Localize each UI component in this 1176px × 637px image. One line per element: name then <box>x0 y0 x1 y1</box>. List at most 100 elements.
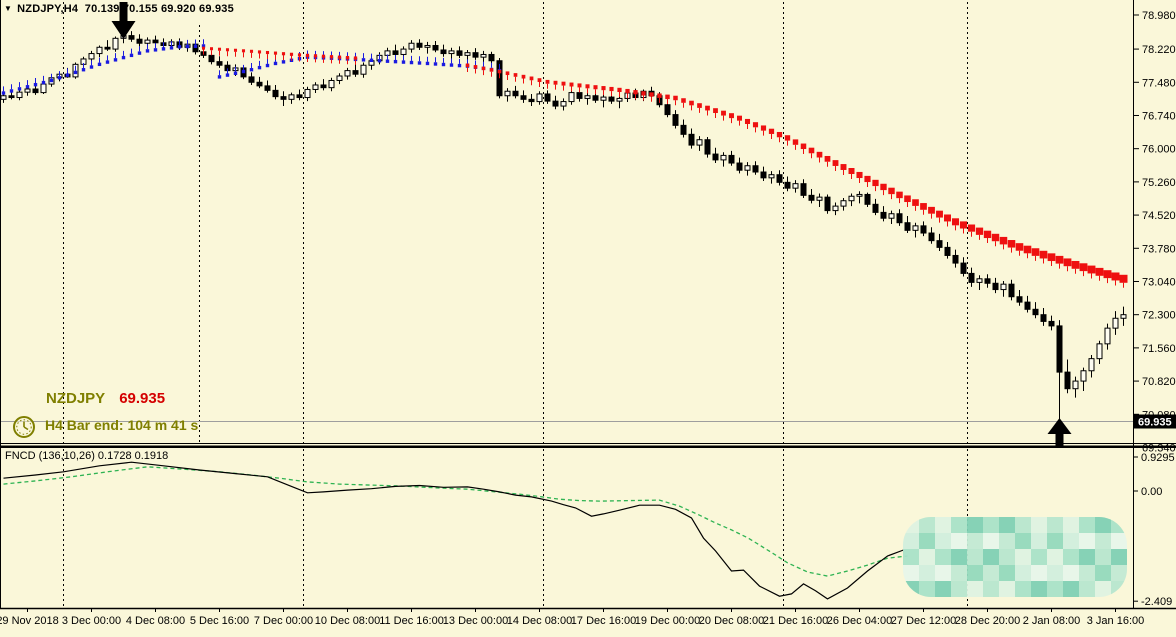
candle-bar <box>672 110 679 129</box>
title-symbol: NZDJPY,H4 <box>17 3 79 15</box>
trend-marker-red <box>959 221 968 234</box>
trend-marker-red <box>641 91 646 101</box>
trend-marker-red <box>864 175 871 188</box>
trend-marker-red <box>625 88 630 99</box>
trend-marker-blue <box>25 80 30 89</box>
trend-marker-blue <box>1 86 6 95</box>
time-axis-label: 20 Dec 08:00 <box>699 615 764 627</box>
trend-marker-red <box>345 55 350 65</box>
time-axis-label: 11 Dec 16:00 <box>379 615 444 627</box>
symbol-dropdown-icon[interactable]: ▼ <box>4 4 13 13</box>
candle-bar <box>984 274 991 288</box>
trend-marker-blue <box>113 53 118 62</box>
trend-marker-red <box>1111 272 1120 286</box>
trend-marker-blue <box>193 39 198 48</box>
trend-marker-blue <box>417 56 422 65</box>
buy-signal-arrow[interactable] <box>1047 418 1072 446</box>
price-axis-label: 70.820 <box>1142 376 1176 388</box>
candle-bar <box>488 51 495 64</box>
price-axis-label: 74.520 <box>1142 210 1176 222</box>
trend-marker-red <box>912 199 919 211</box>
candle-bar <box>992 277 999 294</box>
time-axis-label: 27 Dec 12:00 <box>891 615 956 627</box>
trend-marker-red <box>1119 274 1128 288</box>
trend-marker-red <box>681 98 686 108</box>
candle-bar <box>1048 315 1055 331</box>
trend-marker-red <box>768 128 775 139</box>
trend-marker-red <box>577 83 582 93</box>
trend-marker-red <box>744 118 751 129</box>
candle-bar <box>272 84 279 100</box>
trend-marker-red <box>1055 255 1064 269</box>
candle-bar <box>784 176 791 192</box>
candle-bar <box>728 150 735 166</box>
trend-marker-red <box>545 79 550 89</box>
sell-signal-arrow[interactable] <box>111 2 136 39</box>
trend-marker-blue <box>105 55 110 64</box>
trend-marker-red <box>928 206 935 219</box>
candle-bar <box>824 194 831 214</box>
trend-marker-red <box>265 50 270 60</box>
candle-bar <box>920 221 927 237</box>
trend-marker-blue <box>433 57 438 66</box>
bar-end-countdown: H4 Bar end: 104 m 41 s <box>45 417 199 433</box>
trend-marker-red <box>689 100 694 111</box>
trend-marker-blue <box>369 53 374 62</box>
trend-marker-red <box>1007 240 1016 253</box>
panel-divider-bold[interactable] <box>0 445 1176 449</box>
trend-marker-blue <box>145 44 150 53</box>
trend-marker-red <box>289 52 294 61</box>
trend-marker-red <box>593 85 598 95</box>
candle-bar <box>848 193 855 207</box>
time-axis-label: 3 Jan 16:00 <box>1087 615 1145 627</box>
time-axis-label: 29 Nov 2018 <box>0 615 59 627</box>
trend-marker-red <box>617 87 622 98</box>
trend-marker-blue <box>401 55 406 64</box>
candle-bar <box>888 210 895 225</box>
trend-marker-red <box>752 122 759 133</box>
trend-marker-red <box>209 47 214 56</box>
trend-marker-red <box>1031 248 1040 261</box>
trend-marker-red <box>1103 270 1112 284</box>
indicator-axis-label: 0.00 <box>1141 486 1162 498</box>
trend-marker-blue <box>457 58 462 68</box>
candle-bar <box>1104 323 1111 350</box>
trend-marker-blue <box>185 39 190 49</box>
trend-marker-blue <box>441 57 446 67</box>
time-axis-label: 5 Dec 16:00 <box>190 615 249 627</box>
candle-bar <box>880 206 887 222</box>
candle-bar <box>1112 311 1119 335</box>
candle-bar <box>1056 320 1063 422</box>
candle-bar <box>344 67 351 80</box>
candle-bar <box>128 31 135 42</box>
candle-bar <box>704 137 711 158</box>
trend-marker-red <box>1063 258 1072 272</box>
trend-marker-red <box>880 183 887 196</box>
candle-bar <box>696 136 703 151</box>
candle-bar <box>952 249 959 268</box>
price-axis-label: 71.560 <box>1142 343 1176 355</box>
candle-bar <box>432 41 439 53</box>
trend-marker-red <box>705 105 710 116</box>
trend-marker-red <box>1039 250 1048 264</box>
trend-marker-red <box>257 50 262 59</box>
trend-marker-blue <box>201 39 206 48</box>
candle-bar <box>616 95 623 109</box>
trend-marker-red <box>784 135 791 146</box>
time-axis-label: 13 Dec 00:00 <box>443 615 508 627</box>
candle-bar <box>856 191 863 204</box>
candle-bar <box>136 34 143 47</box>
trend-marker-blue <box>385 54 390 63</box>
candle-bar <box>304 86 311 102</box>
candle-bar <box>408 40 415 53</box>
candle-bar <box>976 275 983 291</box>
price-axis-label: 76.740 <box>1142 110 1176 122</box>
trend-marker-blue <box>121 50 126 60</box>
candle-bar <box>1000 281 1007 297</box>
candle-bar <box>280 91 287 107</box>
candle-bar <box>1024 295 1031 313</box>
trend-marker-red <box>513 73 518 82</box>
candle-bar <box>720 152 727 167</box>
